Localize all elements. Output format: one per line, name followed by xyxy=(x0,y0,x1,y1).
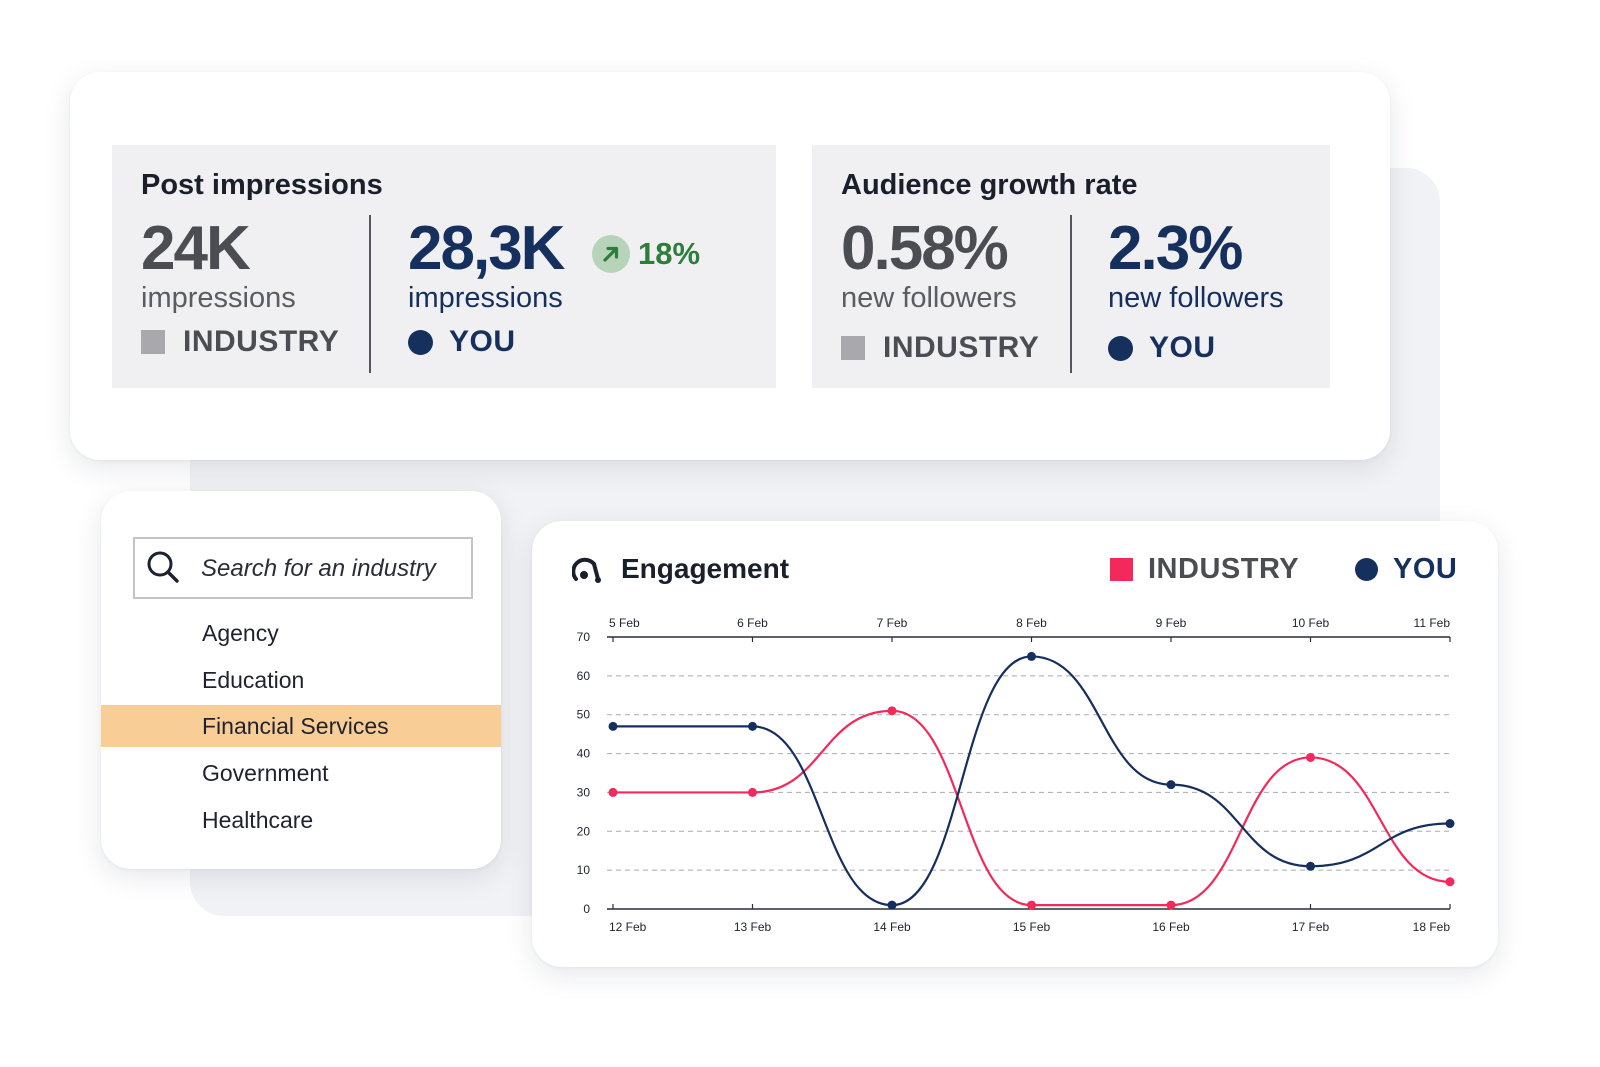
x-top-tick-label: 6 Feb xyxy=(737,616,768,630)
y-tick-label: 60 xyxy=(577,669,591,683)
industry-square-icon xyxy=(141,330,165,354)
x-tick-label: 12 Feb xyxy=(609,920,647,934)
industry-option-agency[interactable]: Agency xyxy=(202,620,279,646)
metrics-card: Post impressions 24K impressions INDUSTR… xyxy=(70,72,1390,460)
impressions-trend: 18% xyxy=(592,235,700,273)
post-impressions-you: 28,3K impressions YOU xyxy=(408,214,565,359)
industry-search-input[interactable] xyxy=(199,539,465,599)
industry-growth-value: 0.58% xyxy=(841,214,1009,283)
engagement-legend-industry: INDUSTRY xyxy=(1110,553,1299,586)
x-top-tick-label: 8 Feb xyxy=(1016,616,1047,630)
x-top-tick-label: 10 Feb xyxy=(1292,616,1330,630)
data-point-you xyxy=(748,721,757,731)
data-point-you xyxy=(1306,861,1315,871)
engagement-legend-you: YOU xyxy=(1355,553,1457,586)
x-top-tick-label: 7 Feb xyxy=(877,616,908,630)
industry-option-government[interactable]: Government xyxy=(202,760,329,786)
x-tick-label: 14 Feb xyxy=(873,920,911,934)
audience-growth-you: 2.3% new followers YOU xyxy=(1108,215,1284,365)
data-point-you xyxy=(1445,819,1455,829)
you-impressions-value: 28,3K xyxy=(408,214,565,283)
post-impressions-panel: Post impressions 24K impressions INDUSTR… xyxy=(112,145,776,388)
you-label: YOU xyxy=(449,325,516,358)
data-point-you xyxy=(1027,651,1036,661)
engagement-legend-you-label: YOU xyxy=(1393,553,1458,585)
y-tick-label: 20 xyxy=(577,824,591,838)
data-point-you xyxy=(1166,780,1176,790)
audience-growth-title: Audience growth rate xyxy=(841,169,1138,201)
engagement-title: Engagement xyxy=(621,553,790,584)
industry-impressions-unit: impressions xyxy=(141,282,296,314)
industry-picker-card: Agency Education Financial Services Gove… xyxy=(101,491,501,869)
you-dot-icon xyxy=(1355,558,1378,581)
data-point-you xyxy=(608,721,618,731)
y-tick-label: 70 xyxy=(577,630,591,644)
y-tick-label: 40 xyxy=(577,747,591,761)
x-tick-label: 15 Feb xyxy=(1013,920,1051,934)
x-top-tick-label: 9 Feb xyxy=(1156,616,1187,630)
industry-search-box[interactable] xyxy=(133,537,473,599)
x-tick-label: 18 Feb xyxy=(1413,920,1451,934)
industry-option-financial-services[interactable]: Financial Services xyxy=(101,705,501,747)
y-tick-label: 0 xyxy=(583,902,590,916)
post-impressions-industry: 24K impressions INDUSTRY xyxy=(141,215,339,359)
audience-growth-industry: 0.58% new followers INDUSTRY xyxy=(841,215,1039,365)
data-point-industry xyxy=(748,787,757,797)
you-dot-icon xyxy=(1108,335,1133,361)
post-impressions-title: Post impressions xyxy=(141,169,383,201)
x-tick-label: 13 Feb xyxy=(734,920,772,934)
x-top-tick-label: 11 Feb xyxy=(1414,616,1451,630)
industry-growth-legend: INDUSTRY xyxy=(841,331,1039,365)
engagement-card: Engagement INDUSTRY YOU 0 10 20 30 40 50 60 70 5… xyxy=(532,521,1498,967)
arrow-up-right-icon xyxy=(592,235,630,273)
x-tick-label: 17 Feb xyxy=(1292,920,1330,934)
you-growth-label: YOU xyxy=(1149,331,1216,364)
data-point-industry xyxy=(1445,877,1455,887)
y-tick-label: 30 xyxy=(577,785,591,799)
industry-growth-unit: new followers xyxy=(841,282,1017,314)
industry-legend: INDUSTRY xyxy=(141,325,339,359)
impressions-trend-value: 18% xyxy=(638,236,701,271)
series-line-you xyxy=(612,655,1451,907)
you-legend: YOU xyxy=(408,325,563,359)
impressions-divider xyxy=(369,215,371,373)
you-growth-legend: YOU xyxy=(1108,331,1284,365)
data-point-you xyxy=(887,900,897,910)
industry-label: INDUSTRY xyxy=(183,325,340,358)
industry-option-education[interactable]: Education xyxy=(202,667,305,693)
you-impressions-unit: impressions xyxy=(408,282,563,314)
industry-impressions-value: 24K xyxy=(141,214,251,283)
industry-option-healthcare[interactable]: Healthcare xyxy=(202,807,314,833)
data-point-industry xyxy=(887,706,897,716)
you-growth-unit: new followers xyxy=(1108,282,1284,314)
engagement-icon xyxy=(572,557,601,583)
data-point-industry xyxy=(1306,752,1315,762)
growth-divider xyxy=(1070,215,1072,373)
x-top-tick-label: 5 Feb xyxy=(609,616,640,630)
y-tick-label: 50 xyxy=(577,708,591,722)
search-icon xyxy=(147,551,179,583)
x-tick-label: 16 Feb xyxy=(1152,920,1190,934)
data-point-industry xyxy=(1027,900,1036,910)
data-point-industry xyxy=(1166,900,1176,910)
y-tick-label: 10 xyxy=(577,863,591,877)
engagement-chart: 0 10 20 30 40 50 60 70 5 Feb 12 Feb 6 Feb 13 Feb 7 F… xyxy=(577,616,1455,934)
industry-square-icon xyxy=(1110,558,1133,581)
you-dot-icon xyxy=(408,329,433,355)
industry-square-icon xyxy=(841,336,865,360)
data-point-industry xyxy=(608,787,618,797)
engagement-legend-industry-label: INDUSTRY xyxy=(1148,553,1300,585)
industry-growth-label: INDUSTRY xyxy=(883,331,1040,364)
you-growth-value: 2.3% xyxy=(1108,214,1243,283)
series-line-industry xyxy=(613,709,1451,907)
audience-growth-panel: Audience growth rate 0.58% new followers… xyxy=(812,145,1330,388)
